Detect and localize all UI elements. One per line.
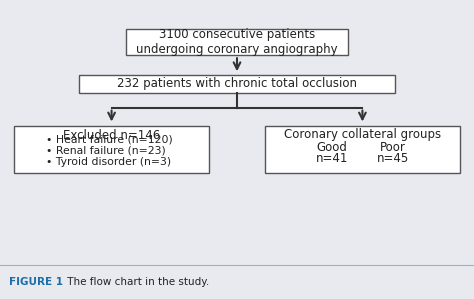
FancyBboxPatch shape: [14, 126, 209, 173]
Text: n=41: n=41: [316, 152, 348, 165]
FancyBboxPatch shape: [79, 75, 395, 93]
Text: Excluded n=146: Excluded n=146: [63, 129, 160, 142]
Text: Good: Good: [317, 141, 347, 154]
Text: Poor: Poor: [380, 141, 406, 154]
Text: n=45: n=45: [376, 152, 409, 165]
Text: The flow chart in the study.: The flow chart in the study.: [64, 277, 209, 287]
Text: FIGURE 1: FIGURE 1: [9, 277, 64, 287]
FancyBboxPatch shape: [126, 29, 348, 55]
FancyBboxPatch shape: [265, 126, 460, 173]
Text: 232 patients with chronic total occlusion: 232 patients with chronic total occlusio…: [117, 77, 357, 90]
Text: Coronary collateral groups: Coronary collateral groups: [284, 128, 441, 141]
Text: 3100 consecutive patients
undergoing coronary angiography: 3100 consecutive patients undergoing cor…: [136, 28, 338, 56]
Text: • Heart failure (n=120)
• Renal failure (n=23)
• Tyroid disorder (n=3): • Heart failure (n=120) • Renal failure …: [46, 134, 173, 167]
